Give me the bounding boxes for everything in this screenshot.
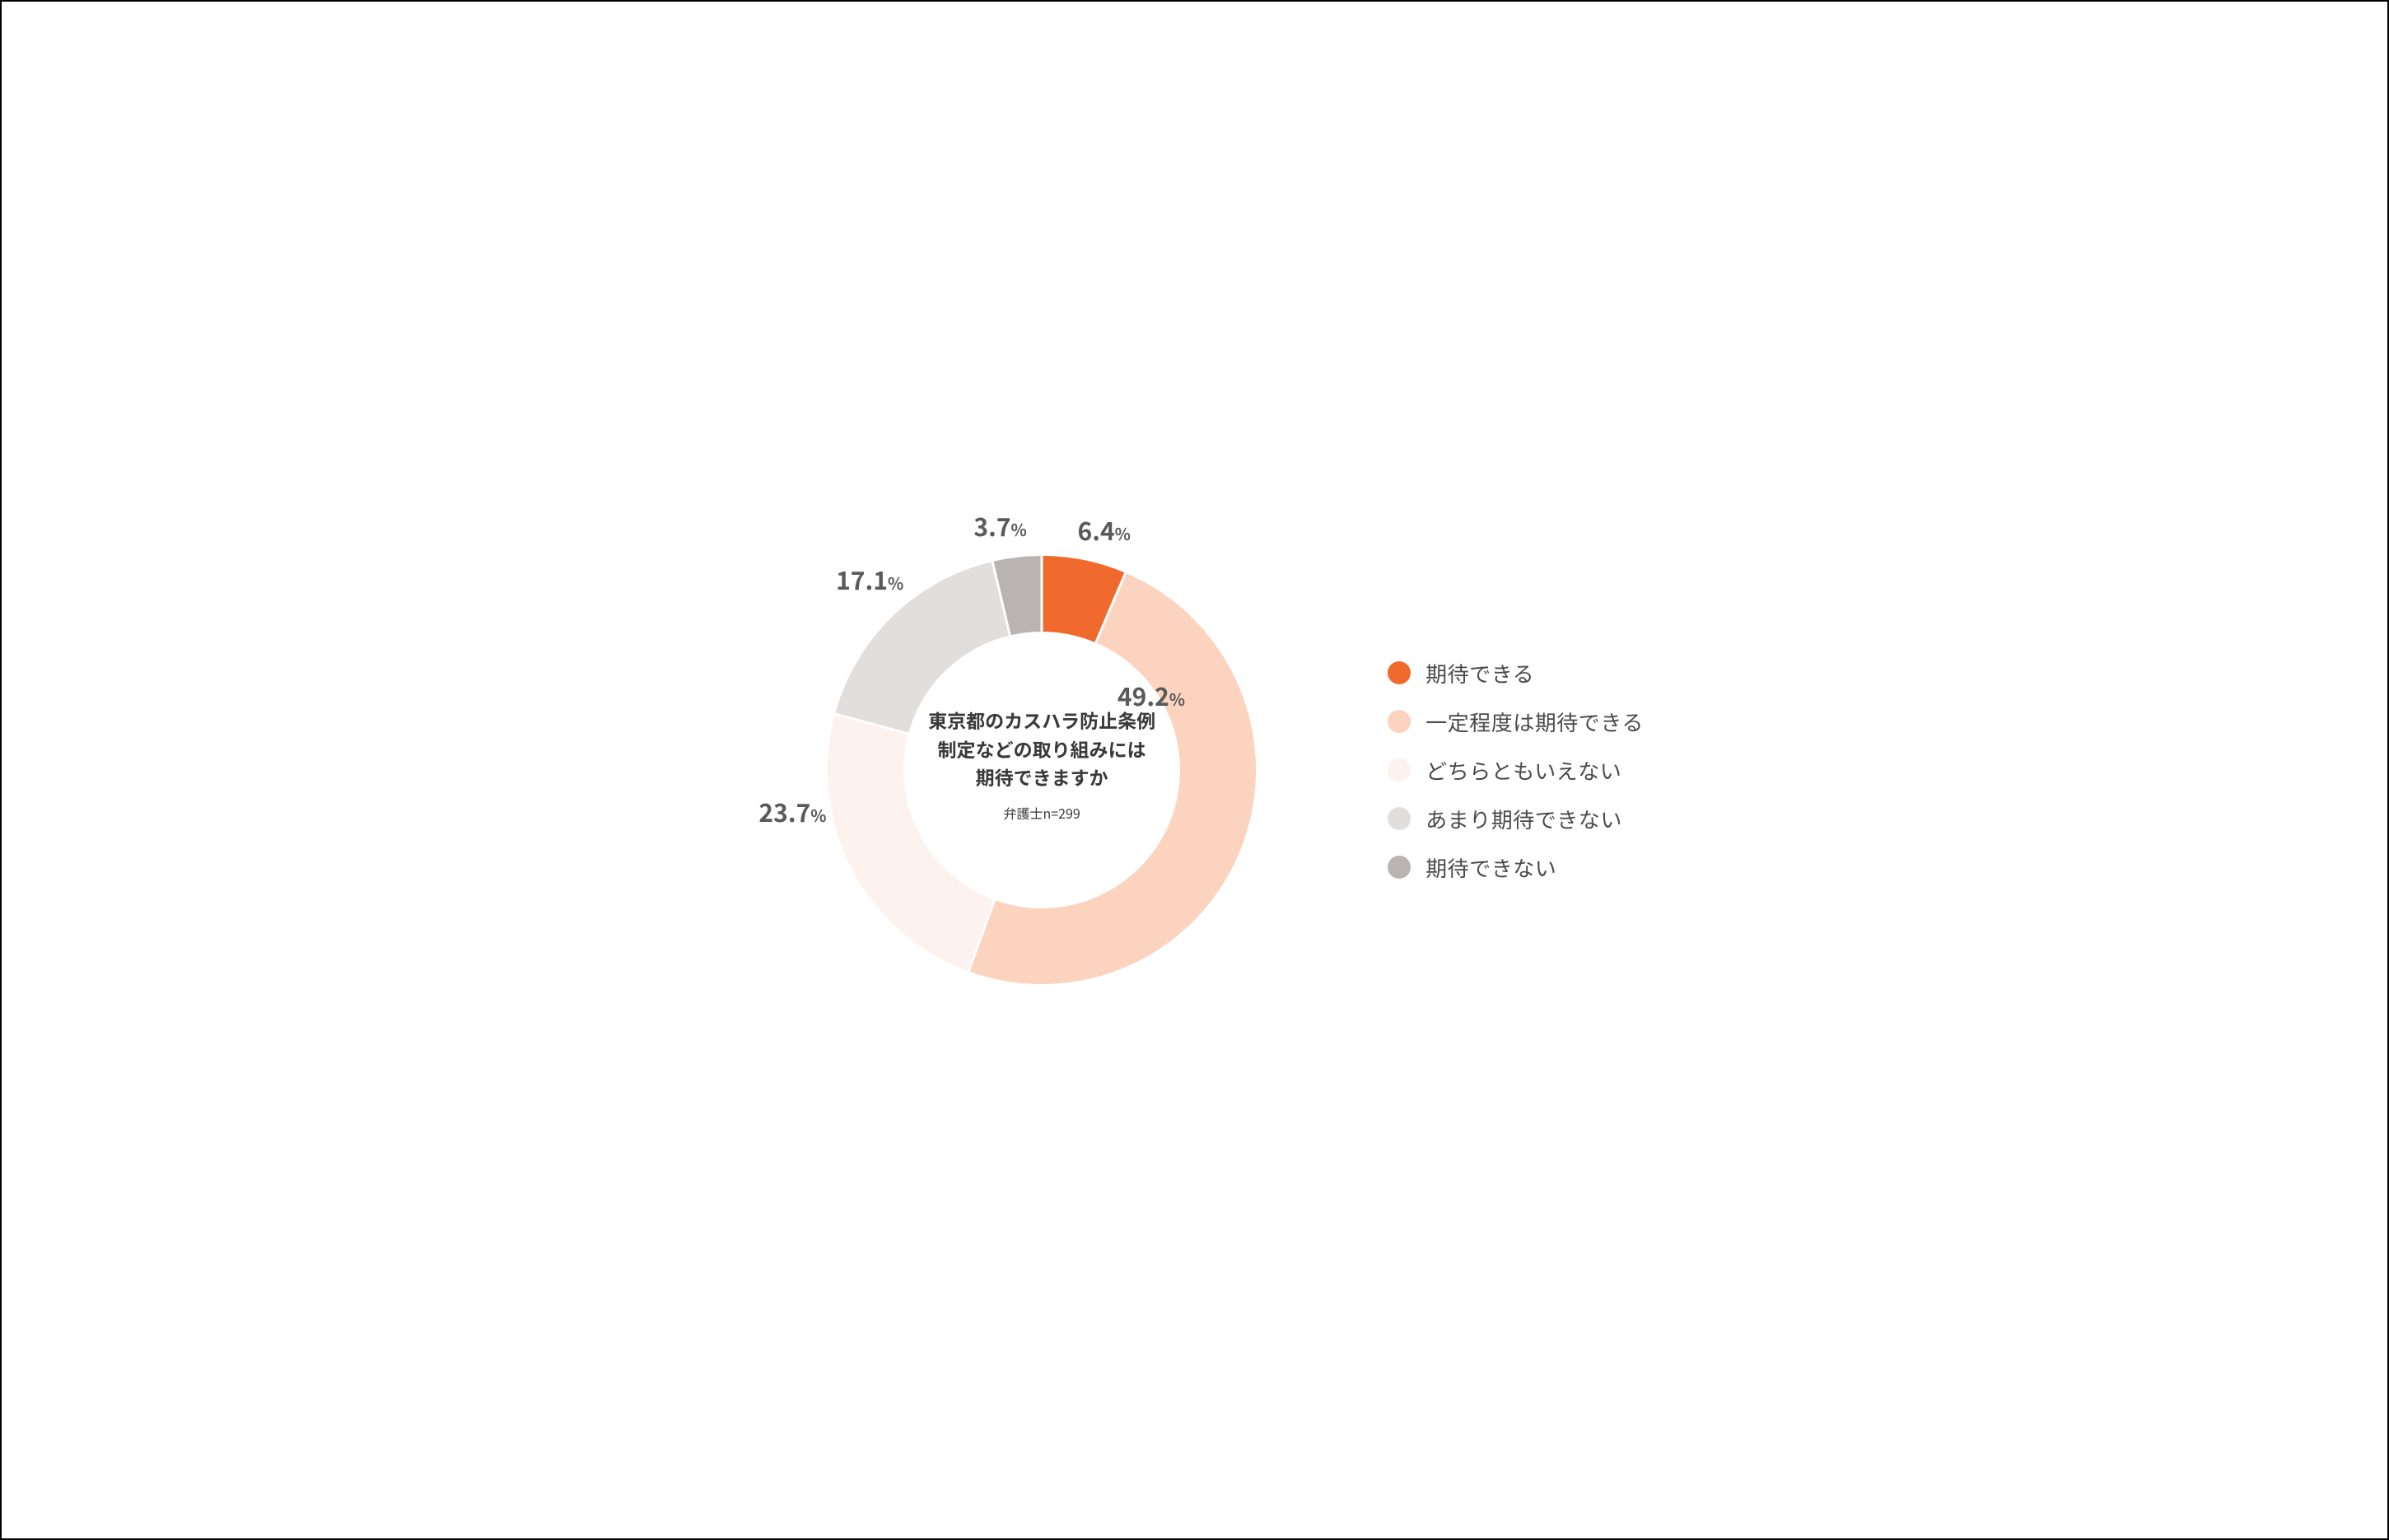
legend-swatch (1388, 758, 1411, 782)
legend-swatch (1388, 856, 1411, 879)
legend-swatch (1388, 661, 1411, 684)
donut-slice (835, 562, 1010, 734)
legend-swatch (1388, 710, 1411, 733)
legend-item: どちらともいえない (1388, 755, 1644, 786)
legend-label: どちらともいえない (1425, 755, 1621, 786)
legend-item: 一定程度は期待できる (1388, 707, 1644, 737)
legend-label: 一定程度は期待できる (1425, 707, 1644, 737)
donut-slice (828, 714, 995, 972)
legend: 期待できる一定程度は期待できるどちらともいえないあまり期待できない期待できない (1388, 658, 1644, 883)
chart-frame: 東京都のカスハラ防止条例 制定などの取り組みには 期待できますか 弁護士n=29… (0, 0, 2389, 1540)
legend-label: あまり期待できない (1425, 804, 1622, 834)
legend-item: あまり期待できない (1388, 804, 1644, 834)
legend-label: 期待できる (1425, 658, 1534, 688)
legend-item: 期待できない (1388, 852, 1644, 883)
legend-label: 期待できない (1425, 852, 1556, 883)
donut-chart: 東京都のカスハラ防止条例 制定などの取り組みには 期待できますか 弁護士n=29… (745, 474, 1338, 1066)
legend-swatch (1388, 807, 1411, 830)
legend-item: 期待できる (1388, 658, 1644, 688)
donut-svg (745, 474, 1338, 1066)
